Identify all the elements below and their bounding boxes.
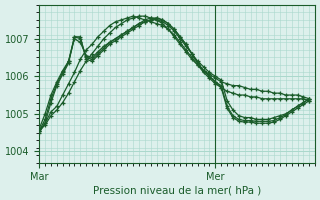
X-axis label: Pression niveau de la mer( hPa ): Pression niveau de la mer( hPa ) <box>93 185 261 195</box>
